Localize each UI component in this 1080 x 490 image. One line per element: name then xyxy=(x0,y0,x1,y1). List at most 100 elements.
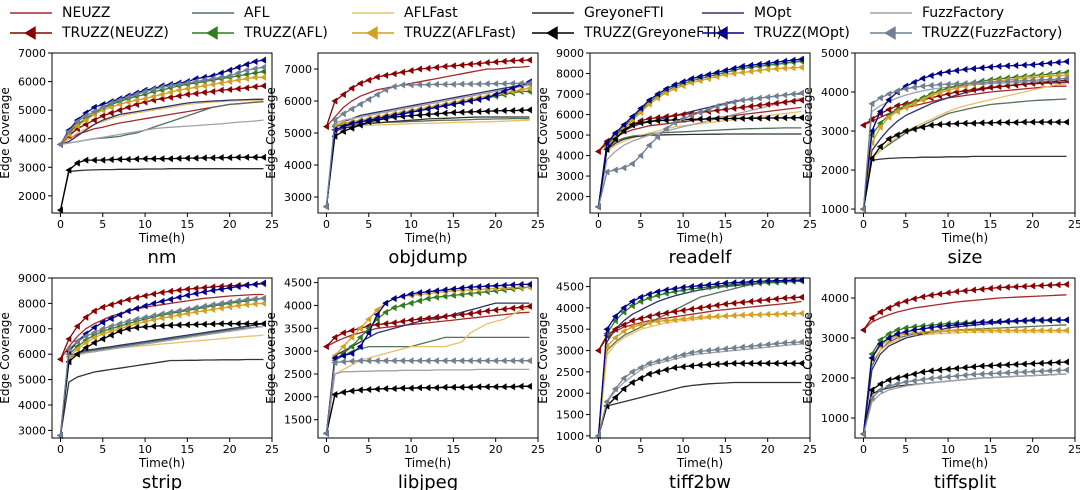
data-point xyxy=(696,108,703,117)
data-point xyxy=(99,330,106,338)
y-tick-label: 2000 xyxy=(556,387,584,400)
data-point xyxy=(713,301,720,309)
y-tick-label: 5000 xyxy=(284,127,312,140)
data-point xyxy=(645,312,652,320)
data-point xyxy=(747,95,754,103)
data-point xyxy=(356,357,363,365)
y-tick-label: 2500 xyxy=(556,366,584,379)
data-point xyxy=(995,83,1002,91)
x-axis-label: Time(h) xyxy=(941,231,988,245)
x-tick-label: 15 xyxy=(180,218,194,231)
data-point xyxy=(1062,74,1069,82)
data-point xyxy=(1046,316,1053,324)
data-point xyxy=(687,314,694,322)
series-line-afl xyxy=(325,336,530,434)
data-point xyxy=(73,322,80,330)
data-point xyxy=(936,322,943,330)
data-point xyxy=(721,279,728,287)
data-point xyxy=(620,164,627,172)
data-point xyxy=(1046,367,1053,375)
data-point xyxy=(961,320,968,328)
x-tick-label: 0 xyxy=(57,218,64,231)
data-point xyxy=(961,119,968,127)
data-point xyxy=(1020,368,1027,376)
data-point xyxy=(226,78,233,86)
data-point xyxy=(1062,326,1069,334)
data-point xyxy=(645,141,652,149)
data-point xyxy=(1062,58,1069,66)
data-point xyxy=(704,313,711,321)
data-point xyxy=(141,318,148,326)
data-point xyxy=(99,303,106,311)
data-point xyxy=(1003,82,1010,90)
y-tick-label: 6000 xyxy=(284,95,312,108)
data-point xyxy=(525,56,532,64)
data-point xyxy=(738,114,745,122)
data-point xyxy=(458,357,465,365)
data-point xyxy=(662,355,669,363)
data-point xyxy=(755,94,762,102)
data-point xyxy=(73,345,80,353)
series-line-mopt xyxy=(59,323,264,436)
data-point xyxy=(99,112,106,120)
data-point xyxy=(124,296,131,304)
data-point xyxy=(1029,61,1036,69)
series-line-afl xyxy=(325,117,530,207)
data-point xyxy=(339,329,346,337)
data-point xyxy=(243,296,250,304)
data-point xyxy=(509,107,516,115)
y-tick-label: 2000 xyxy=(821,164,849,177)
data-point xyxy=(671,119,678,127)
data-point xyxy=(251,58,258,66)
data-point xyxy=(365,357,372,365)
data-point xyxy=(382,71,389,79)
data-point xyxy=(356,79,363,87)
series-line-neuzz xyxy=(59,293,264,360)
data-point xyxy=(158,83,165,91)
data-point xyxy=(175,293,182,301)
data-point xyxy=(234,297,241,305)
data-point xyxy=(348,327,355,335)
data-point xyxy=(251,65,258,73)
data-point xyxy=(868,394,875,402)
data-point xyxy=(441,286,448,294)
legend-swatch xyxy=(10,26,52,40)
data-point xyxy=(449,285,456,293)
data-point xyxy=(200,288,207,296)
data-point xyxy=(500,57,507,65)
data-point xyxy=(449,80,456,88)
data-point xyxy=(133,323,140,332)
data-point xyxy=(243,70,250,78)
data-point xyxy=(259,299,266,307)
y-tick-label: 2500 xyxy=(284,368,312,381)
data-point xyxy=(251,83,258,91)
data-point xyxy=(738,278,745,286)
data-point xyxy=(781,98,788,106)
data-point xyxy=(995,361,1002,369)
x-tick-label: 25 xyxy=(531,218,545,231)
data-point xyxy=(356,343,363,351)
legend-swatch xyxy=(352,12,394,14)
series-line-fuzzfactory xyxy=(325,84,530,207)
data-point xyxy=(158,310,165,318)
data-point xyxy=(1046,326,1053,334)
data-point xyxy=(1003,283,1010,291)
data-point xyxy=(1037,60,1044,68)
data-point xyxy=(192,83,199,91)
data-point xyxy=(620,327,627,335)
data-point xyxy=(645,359,652,367)
data-point xyxy=(441,383,448,391)
data-point xyxy=(234,320,241,328)
data-point xyxy=(331,359,338,367)
data-point xyxy=(483,94,490,102)
data-point xyxy=(789,56,796,64)
data-point xyxy=(919,74,926,82)
data-point xyxy=(755,277,762,285)
data-point xyxy=(910,78,917,86)
data-point xyxy=(1037,326,1044,334)
legend-swatch xyxy=(352,26,394,40)
data-point xyxy=(90,323,97,332)
data-point xyxy=(331,333,338,341)
x-tick-label: 5 xyxy=(637,218,644,231)
data-point xyxy=(183,291,190,299)
